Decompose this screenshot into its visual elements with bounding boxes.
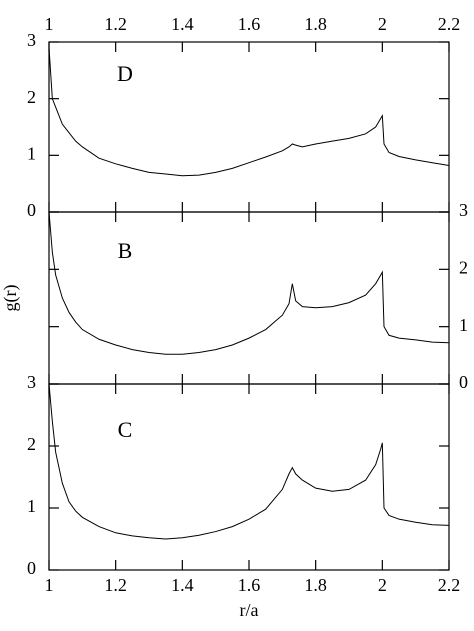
y-tick-label: 0	[27, 200, 36, 220]
x-tick-label: 1.6	[238, 575, 261, 595]
x-tick-label: 1	[45, 14, 54, 34]
x-tick-label: 2.2	[438, 575, 461, 595]
x-tick-label: 2	[378, 575, 387, 595]
panel-frame	[48, 211, 450, 385]
y-tick-label: 0	[27, 558, 36, 578]
x-tick-label: 1.4	[171, 575, 194, 595]
y-tick-label: 1	[27, 496, 36, 516]
panel-frame	[48, 383, 450, 571]
y-tick-label: 2	[459, 257, 468, 277]
y-tick-label: 2	[27, 87, 36, 107]
y-tick-label: 3	[27, 372, 36, 392]
curve	[48, 211, 450, 355]
x-tick-label: 1.4	[171, 14, 194, 34]
y-tick-label: 2	[27, 434, 36, 454]
y-axis-label: g(r)	[0, 285, 21, 312]
y-tick-label: 3	[459, 200, 468, 220]
x-axis-label: r/a	[240, 600, 259, 620]
y-tick-label: 0	[459, 372, 468, 392]
x-tick-label: 2.2	[438, 14, 461, 34]
y-tick-label: 3	[27, 30, 36, 50]
x-tick-label: 1.2	[104, 575, 127, 595]
panel-label: D	[117, 61, 133, 86]
x-tick-label: 1.8	[304, 14, 327, 34]
x-tick-label: 1.6	[238, 14, 261, 34]
y-tick-label: 1	[459, 315, 468, 335]
x-tick-label: 1.8	[304, 575, 327, 595]
curve	[48, 383, 450, 540]
panel-label: B	[118, 238, 133, 263]
x-tick-label: 1	[45, 575, 54, 595]
x-tick-label: 2	[378, 14, 387, 34]
panel-label: C	[118, 417, 133, 442]
x-tick-label: 1.2	[104, 14, 127, 34]
y-tick-label: 1	[27, 143, 36, 163]
curve	[48, 47, 450, 177]
panel-frame	[48, 41, 450, 213]
